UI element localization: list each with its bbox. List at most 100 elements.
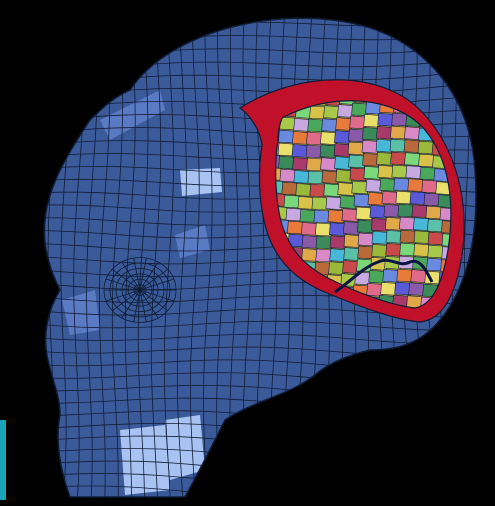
brain-mesh-cell xyxy=(380,281,397,296)
brain-mesh-cell xyxy=(368,270,386,284)
brain-mesh-cell xyxy=(301,248,319,262)
brain-mesh-cell xyxy=(307,170,325,185)
brain-mesh-cell xyxy=(393,177,411,192)
brain-mesh-cell xyxy=(427,218,444,233)
eye-socket-spoke xyxy=(112,269,141,291)
brain-mesh-cell xyxy=(277,142,295,157)
brain-mesh-cell xyxy=(413,217,430,232)
brain-mesh-cell xyxy=(283,194,301,209)
brain-mesh-cell xyxy=(377,164,395,179)
brain-mesh-cell xyxy=(311,196,329,211)
brain-mesh-cell xyxy=(377,112,395,127)
brain-mesh-cell xyxy=(342,260,359,274)
brain-mesh-cell xyxy=(362,127,379,141)
brain-mesh-cell xyxy=(405,165,423,180)
brain-mesh-cell xyxy=(349,167,367,182)
eye-socket-spoke xyxy=(121,262,141,291)
brain-mesh-cell xyxy=(301,235,319,249)
brain-mesh-cell xyxy=(291,144,309,158)
brain-mesh-cell xyxy=(321,118,339,132)
eye-socket-spoke xyxy=(106,289,141,302)
brain-mesh-cell xyxy=(399,216,416,231)
brain-mesh-cell xyxy=(320,131,337,145)
brain-mesh-cell xyxy=(417,140,435,155)
brain-mesh-cell xyxy=(391,112,409,127)
skull-highlight-facet xyxy=(120,425,170,495)
brain-mesh-cell xyxy=(389,138,407,153)
brain-mesh-cell xyxy=(390,125,407,140)
brain-mesh-cell xyxy=(323,105,340,119)
brain-mesh-cell xyxy=(409,191,427,206)
brain-mesh-cell xyxy=(421,179,439,194)
brain-mesh-cell xyxy=(351,102,368,117)
brain-mesh-cell xyxy=(347,141,365,156)
brain-mesh-cell xyxy=(357,245,375,260)
brain-mesh-cell xyxy=(309,105,326,120)
brain-mesh-cell xyxy=(391,164,409,179)
brain-mesh-cell xyxy=(397,203,415,218)
brain-mesh-cell xyxy=(319,144,337,158)
brain-mesh-cell xyxy=(307,118,325,133)
brain-mesh-cell xyxy=(321,170,339,184)
sulcus-curve xyxy=(334,258,434,294)
brain-mesh-cell xyxy=(390,151,407,166)
eye-socket-spoke xyxy=(139,278,174,291)
brain-mesh-cell xyxy=(363,114,381,128)
brain-mesh-cell xyxy=(382,268,400,283)
brain-mesh-cell xyxy=(333,143,351,157)
edge-strip xyxy=(0,420,6,500)
brain-mesh-cell xyxy=(315,248,333,263)
brain-mesh-cell xyxy=(315,235,333,250)
brain-mesh-cell xyxy=(385,229,403,244)
brain-mesh-cell xyxy=(413,230,431,245)
brain-mesh-cell xyxy=(313,209,331,224)
brain-mesh-cell xyxy=(396,268,414,283)
brain-mesh-cell xyxy=(376,125,393,140)
eye-socket-spoke xyxy=(106,278,141,291)
skull-highlight-facet xyxy=(165,415,205,480)
brain-mesh-cell xyxy=(379,177,397,192)
eye-socket-spoke xyxy=(121,289,141,318)
brain-mesh-cell xyxy=(335,169,353,183)
brain-mesh-cell xyxy=(339,195,357,209)
brain-mesh-cell xyxy=(306,157,323,172)
brain-outline xyxy=(275,100,452,309)
brain-mesh-cell xyxy=(309,183,327,198)
brain-mesh-cell xyxy=(301,222,318,236)
skull-outline xyxy=(43,17,477,498)
brain-mesh-cell xyxy=(293,118,311,132)
brain-mesh-cell xyxy=(410,269,428,284)
brain-mesh-cell xyxy=(399,229,417,244)
brain-mesh-cell xyxy=(418,153,435,168)
brain-mesh-cell xyxy=(371,218,388,232)
brain-mesh-cell xyxy=(334,156,351,170)
eye-socket-mesh xyxy=(103,257,177,323)
brain-mesh-cell xyxy=(363,166,381,180)
brain-mesh-cell xyxy=(292,131,309,145)
brain-mesh-cell xyxy=(325,196,343,210)
brain-mesh-cell xyxy=(375,138,393,153)
brain-mesh-cell xyxy=(369,205,387,219)
brain-mesh-cell xyxy=(335,117,353,131)
brain-mesh-cell xyxy=(337,104,354,118)
brain-mesh-cell xyxy=(292,157,309,171)
brain-mesh-cell xyxy=(357,232,375,247)
brain-mesh-cell xyxy=(365,179,383,193)
brain-mesh-cell xyxy=(281,181,299,196)
brain-mesh-cell xyxy=(404,126,421,141)
brain-mesh-cell xyxy=(427,244,445,259)
brain-mesh-cell xyxy=(351,180,369,195)
brain-mesh-cell xyxy=(411,204,429,219)
brain-mesh-cell xyxy=(349,115,367,130)
brain-mesh-cell xyxy=(371,231,389,245)
eye-socket-spoke xyxy=(139,289,168,311)
brain-mesh-cell xyxy=(394,281,411,296)
brain-mesh-cell xyxy=(367,192,385,206)
eye-socket-spoke xyxy=(139,258,147,291)
eye-socket-spoke xyxy=(139,262,159,291)
brain-mesh-cell xyxy=(337,182,355,196)
brain-mesh-cell xyxy=(413,243,431,258)
brain-mesh-cell xyxy=(348,154,365,169)
brain-mesh-cell xyxy=(348,128,365,143)
